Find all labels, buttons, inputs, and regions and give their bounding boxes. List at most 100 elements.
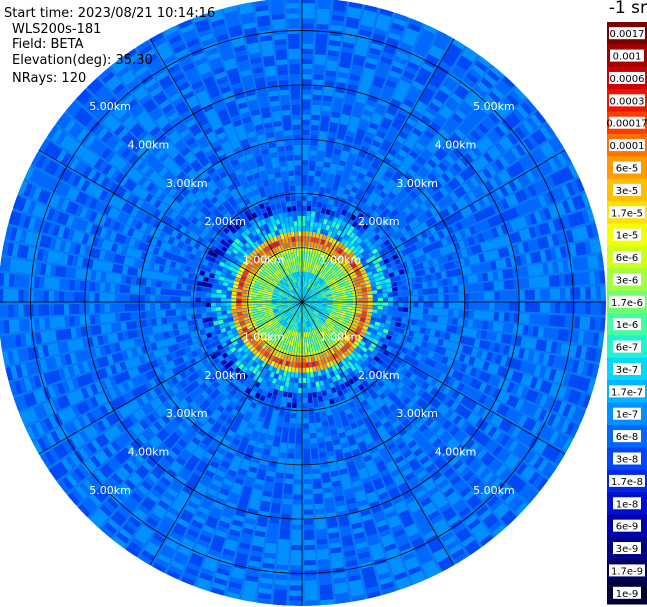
range-gate bbox=[347, 434, 355, 442]
range-gate bbox=[594, 317, 601, 331]
range-gate bbox=[382, 328, 389, 334]
range-gate bbox=[241, 359, 248, 367]
range-gate bbox=[175, 475, 187, 485]
range-gate bbox=[459, 140, 470, 152]
range-gate bbox=[158, 394, 167, 404]
range-gate bbox=[398, 269, 405, 275]
range-gate bbox=[140, 480, 153, 492]
range-gate bbox=[473, 223, 482, 234]
range-gate bbox=[267, 320, 273, 325]
range-gate bbox=[304, 570, 317, 576]
range-gate bbox=[400, 384, 409, 393]
range-gate bbox=[335, 357, 341, 364]
range-gate bbox=[412, 508, 424, 518]
range-gate bbox=[312, 274, 316, 280]
range-gate bbox=[314, 237, 319, 244]
range-gate bbox=[481, 195, 491, 206]
range-gate bbox=[238, 542, 251, 550]
range-gate bbox=[354, 280, 360, 285]
range-gate bbox=[313, 402, 319, 408]
range-gate bbox=[304, 544, 315, 551]
range-gate bbox=[339, 316, 345, 321]
range-gate bbox=[452, 415, 462, 425]
range-gate bbox=[544, 249, 552, 261]
range-gate bbox=[318, 447, 326, 454]
range-gate bbox=[456, 343, 464, 353]
range-gate bbox=[345, 93, 356, 101]
range-gate bbox=[492, 376, 501, 387]
range-gate bbox=[552, 155, 563, 169]
range-gate bbox=[382, 310, 388, 315]
range-gate bbox=[455, 109, 467, 120]
range-gate bbox=[425, 505, 438, 516]
range-gate bbox=[497, 172, 508, 184]
range-gate bbox=[304, 595, 318, 601]
range-gate bbox=[331, 365, 337, 372]
range-gate bbox=[309, 226, 314, 232]
range-gate bbox=[405, 117, 417, 127]
range-gate bbox=[330, 547, 342, 554]
range-gate bbox=[302, 306, 305, 312]
range-gate bbox=[402, 290, 409, 296]
range-gate bbox=[365, 459, 375, 467]
range-gate bbox=[518, 414, 528, 427]
range-gate bbox=[390, 65, 403, 75]
range-gate bbox=[529, 363, 537, 375]
range-gate bbox=[329, 255, 335, 261]
range-gate bbox=[322, 363, 328, 370]
range-gate bbox=[227, 360, 235, 367]
range-gate bbox=[332, 153, 340, 160]
range-gate bbox=[380, 279, 387, 285]
range-gate bbox=[133, 411, 143, 422]
range-gate bbox=[306, 367, 310, 373]
range-gate bbox=[197, 577, 212, 587]
range-gate bbox=[295, 305, 300, 311]
range-gate bbox=[231, 487, 241, 495]
range-gate bbox=[216, 385, 225, 393]
range-gate bbox=[357, 275, 364, 280]
range-gate bbox=[530, 113, 543, 128]
range-gate bbox=[377, 293, 383, 298]
range-gate bbox=[324, 213, 330, 220]
range-gate bbox=[341, 266, 347, 272]
range-gate bbox=[376, 266, 383, 273]
range-gate bbox=[302, 362, 306, 368]
range-gate bbox=[501, 169, 512, 181]
range-gate bbox=[293, 336, 297, 343]
range-gate bbox=[307, 200, 312, 207]
range-gate bbox=[454, 231, 463, 241]
range-gate bbox=[516, 462, 528, 476]
range-gate bbox=[492, 388, 502, 400]
range-gate bbox=[463, 302, 470, 310]
range-gate bbox=[487, 148, 498, 161]
range-gate bbox=[363, 373, 370, 381]
range-gate bbox=[234, 392, 242, 400]
range-gate bbox=[384, 112, 395, 121]
range-gate bbox=[308, 256, 312, 263]
range-gate bbox=[446, 491, 459, 502]
range-gate bbox=[291, 550, 302, 556]
range-gate bbox=[327, 450, 335, 457]
range-gate bbox=[354, 217, 361, 224]
range-gate bbox=[181, 467, 192, 477]
range-gate bbox=[267, 376, 273, 383]
range-gate bbox=[580, 302, 586, 315]
range-gate bbox=[473, 369, 482, 379]
range-gate bbox=[339, 61, 351, 69]
range-gate bbox=[441, 356, 449, 365]
range-gate bbox=[189, 557, 203, 567]
range-gate bbox=[280, 313, 286, 317]
range-gate bbox=[327, 317, 333, 322]
range-gate bbox=[380, 161, 390, 170]
range-gate bbox=[561, 231, 570, 244]
range-gate bbox=[157, 461, 169, 472]
range-gate bbox=[416, 470, 428, 480]
range-gate bbox=[372, 338, 379, 345]
range-gate bbox=[589, 317, 596, 330]
range-gate bbox=[524, 290, 530, 300]
range-gate bbox=[368, 166, 377, 175]
range-gate bbox=[352, 410, 360, 418]
range-gate bbox=[321, 358, 326, 365]
range-gate bbox=[319, 233, 324, 240]
range-gate bbox=[321, 467, 329, 474]
